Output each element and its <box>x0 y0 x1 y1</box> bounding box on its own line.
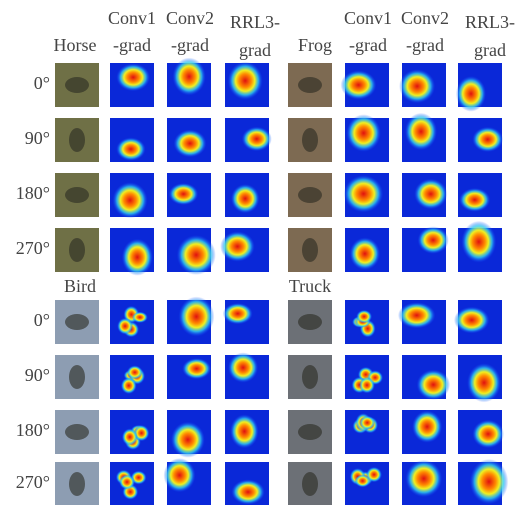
heat-blob <box>178 297 214 337</box>
heat-blob <box>242 127 272 152</box>
column-header: RRL3- <box>465 12 515 32</box>
heat-blob <box>164 458 196 492</box>
rotation-label: 0° <box>34 73 50 93</box>
heat-blob <box>122 428 138 445</box>
heat-blob <box>470 459 509 504</box>
heat-blob <box>341 70 377 99</box>
column-header: Conv1 <box>108 8 156 28</box>
heat-blob <box>472 420 504 448</box>
input-object <box>69 472 85 496</box>
column-header: Conv2 <box>166 8 214 28</box>
rotation-label: 90° <box>25 128 50 148</box>
heat-blob <box>231 479 264 504</box>
heat-blob <box>122 239 153 276</box>
input-object <box>298 314 322 330</box>
heat-blob <box>414 179 447 210</box>
figure: Conv1 -grad Conv2 -grad RRL3- grad Conv1 -grad C… <box>0 0 530 505</box>
heat-blob <box>399 69 435 103</box>
input-object <box>302 128 318 152</box>
rotation-label: 0° <box>34 310 50 330</box>
input-object <box>302 472 318 496</box>
heat-blob <box>356 310 372 324</box>
input-object <box>298 187 322 203</box>
heat-blob <box>177 235 216 275</box>
input-object <box>298 77 322 93</box>
heat-blob <box>169 183 199 205</box>
rotation-label: 180° <box>16 420 50 440</box>
class-label: Horse <box>54 35 97 55</box>
input-object <box>65 424 89 440</box>
rotation-label: 270° <box>16 472 50 492</box>
heat-blob <box>454 307 489 334</box>
class-label: Bird <box>64 276 96 296</box>
input-object <box>69 365 85 389</box>
heat-blob <box>127 365 143 379</box>
column-header: -grad <box>406 35 444 55</box>
heat-blob <box>116 137 145 160</box>
column-header: grad <box>474 40 506 60</box>
column-header: grad <box>239 40 271 60</box>
heat-blob <box>350 237 381 270</box>
column-header: Conv2 <box>401 8 449 28</box>
heat-blob <box>405 460 442 497</box>
heat-blob <box>359 416 375 430</box>
column-header: Conv1 <box>344 8 392 28</box>
heat-blob <box>405 113 437 150</box>
input-object <box>69 128 85 152</box>
column-header: -grad <box>349 35 387 55</box>
heat-blob <box>121 377 137 394</box>
heat-blob <box>223 303 253 324</box>
heat-blob <box>182 358 211 379</box>
heat-blob <box>467 363 501 402</box>
heat-blob <box>220 231 255 261</box>
heat-blob <box>173 130 206 158</box>
heat-blob <box>231 184 260 213</box>
heat-blob <box>359 377 375 394</box>
rotation-label: 270° <box>16 238 50 258</box>
heat-blob <box>459 188 490 212</box>
rotation-label: 180° <box>16 183 50 203</box>
heat-blob <box>417 370 451 400</box>
input-object <box>65 77 89 93</box>
column-header: RRL3- <box>230 12 280 32</box>
heat-blob <box>117 318 133 335</box>
column-header: -grad <box>171 35 209 55</box>
input-object <box>298 424 322 440</box>
heat-blob <box>472 127 503 152</box>
column-header: -grad <box>113 35 151 55</box>
heat-blob <box>132 312 148 323</box>
heat-blob <box>398 302 435 328</box>
input-object <box>69 238 85 262</box>
heat-blob <box>346 114 381 152</box>
input-object <box>302 365 318 389</box>
heat-blob <box>228 62 263 100</box>
input-object <box>65 314 89 330</box>
heat-blob <box>172 58 205 96</box>
input-object <box>302 238 318 262</box>
heat-blob <box>412 410 442 442</box>
rotation-label: 90° <box>25 365 50 385</box>
heat-blob <box>171 422 205 458</box>
class-label: Frog <box>298 35 332 55</box>
heat-blob <box>228 352 258 382</box>
heat-blob <box>355 474 371 487</box>
class-label: Truck <box>289 276 331 296</box>
heat-blob <box>112 182 147 218</box>
heat-blob <box>119 474 135 489</box>
input-object <box>65 187 89 203</box>
heat-blob <box>230 414 259 448</box>
heat-blob <box>344 175 383 212</box>
heat-blob <box>456 76 486 112</box>
heat-blob <box>461 221 496 263</box>
heat-blob <box>418 226 449 253</box>
heat-blob <box>116 63 150 91</box>
